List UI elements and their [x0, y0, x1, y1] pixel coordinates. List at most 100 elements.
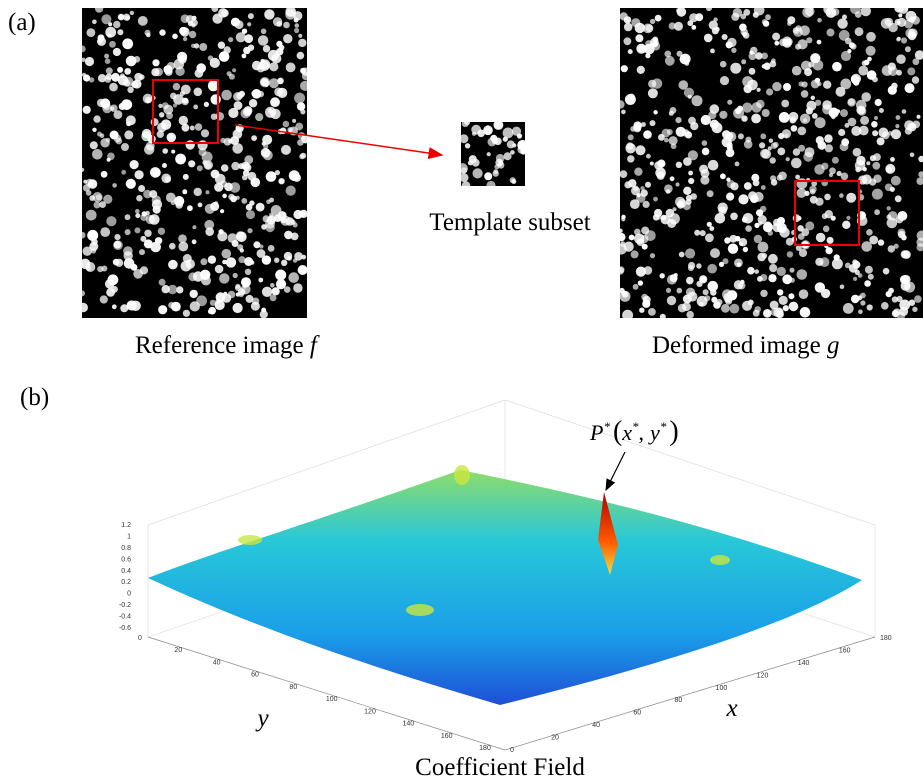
caption: Reference image f: [135, 332, 320, 359]
speckle: [250, 177, 261, 188]
speckle: [622, 309, 634, 318]
speckle: [163, 104, 174, 115]
speckle: [137, 16, 148, 26]
speckle: [193, 87, 203, 97]
speckle: [493, 122, 504, 130]
speckle: [816, 39, 822, 45]
speckle: [215, 112, 225, 121]
speckle: [264, 83, 269, 87]
speckle: [228, 107, 239, 119]
speckle: [180, 27, 190, 37]
speckle: [897, 211, 908, 221]
axis-label: x: [725, 695, 737, 722]
highlight: [454, 465, 470, 485]
speckle: [645, 53, 651, 59]
speckle: [745, 225, 752, 232]
speckle: [129, 160, 139, 170]
speckle: [182, 36, 188, 42]
speckle: [694, 229, 701, 236]
y-tick-label: 180: [479, 745, 491, 752]
speckle: [212, 13, 223, 24]
z-tick-label: 1: [127, 533, 131, 540]
speckle: [120, 304, 129, 313]
speckle: [221, 248, 232, 259]
speckle: [282, 120, 290, 128]
y-tick-label: 140: [402, 721, 414, 728]
speckle: [795, 25, 802, 32]
speckle: [175, 66, 185, 77]
speckle: [290, 219, 296, 225]
speckle: [178, 115, 188, 126]
x-tick-label: 80: [674, 697, 682, 704]
y-tick-label: 40: [213, 659, 221, 666]
speckle: [815, 232, 826, 243]
caption: Reference image: [135, 332, 304, 359]
speckle: [882, 267, 890, 275]
speckle: [207, 80, 219, 92]
surface: [148, 470, 862, 705]
speckle: [144, 144, 155, 155]
speckle: [231, 240, 239, 247]
speckle: [182, 173, 189, 180]
speckle: [761, 109, 770, 117]
speckle: [726, 192, 735, 201]
speckle: [172, 82, 181, 91]
speckle: [722, 258, 729, 265]
speckle: [819, 283, 825, 289]
speckle: [124, 68, 132, 75]
x-tick-label: 180: [880, 635, 892, 642]
speckle: [635, 145, 646, 156]
speckle: [125, 55, 137, 67]
speckle: [719, 76, 730, 86]
speckle: [461, 167, 468, 174]
speckle: [688, 177, 695, 185]
speckle: [874, 209, 880, 216]
speckle: [861, 241, 872, 252]
speckle: [901, 109, 907, 114]
speckle: [724, 237, 731, 244]
speckle: [287, 127, 293, 133]
x-tick-label: 40: [592, 722, 600, 729]
speckle: [674, 21, 683, 31]
speckle: [755, 52, 763, 60]
speckle: [90, 248, 97, 254]
speckle: [189, 125, 195, 131]
speckle: [660, 214, 667, 221]
speckle: [736, 262, 742, 267]
speckle: [659, 273, 665, 279]
speckle: [295, 122, 304, 131]
speckle: [270, 97, 280, 108]
y-tick-label: 100: [326, 696, 338, 703]
speckle: [255, 113, 264, 122]
speckle: [791, 65, 802, 76]
speckle: [700, 169, 710, 178]
speckle: [208, 306, 216, 315]
speckle: [799, 307, 811, 318]
speckle: [244, 268, 252, 275]
speckle: [158, 278, 166, 286]
speckle: [670, 143, 677, 150]
speckle: [196, 295, 208, 307]
speckle: [159, 112, 165, 118]
speckle: [791, 157, 802, 169]
speckle: [900, 275, 909, 285]
speckle: [686, 276, 694, 285]
speckle: [220, 164, 229, 172]
speckle: [895, 115, 901, 120]
speckle: [138, 185, 146, 192]
speckle: [294, 92, 306, 104]
speckle: [285, 62, 296, 73]
speckle: [635, 34, 644, 43]
speckle: [163, 65, 173, 75]
speckle: [278, 178, 284, 184]
speckle: [815, 197, 824, 206]
speckle: [621, 214, 626, 220]
speckle: [268, 78, 279, 89]
speckle: [691, 95, 703, 107]
speckle: [699, 302, 704, 306]
z-tick-label: 0.8: [121, 545, 131, 552]
speckle: [866, 70, 877, 80]
speckle: [900, 37, 908, 44]
speckle: [720, 173, 726, 180]
z-tick-label: -0.6: [119, 625, 131, 632]
